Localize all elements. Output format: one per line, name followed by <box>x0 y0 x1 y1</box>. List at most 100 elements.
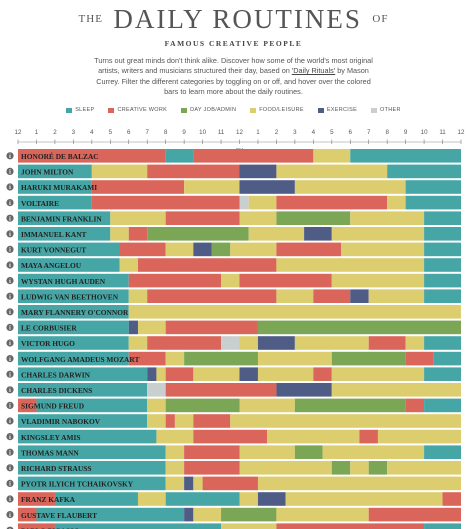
routine-segment-other[interactable] <box>221 336 240 350</box>
routine-segment-food[interactable] <box>156 429 194 444</box>
routine-segment-sleep[interactable] <box>405 195 461 210</box>
routine-segment-food[interactable] <box>193 367 240 381</box>
routine-segment-food[interactable] <box>156 367 166 381</box>
routine-segment-food[interactable] <box>239 461 332 475</box>
routine-segment-food[interactable] <box>239 211 277 225</box>
routine-segment-creative[interactable] <box>368 336 406 350</box>
routine-segment-other[interactable] <box>239 195 249 210</box>
routine-segment-food[interactable] <box>285 492 443 506</box>
info-icon[interactable]: i <box>6 308 14 316</box>
info-icon[interactable]: i <box>6 479 14 488</box>
routine-segment-food[interactable] <box>147 398 166 413</box>
routine-segment-creative[interactable] <box>91 180 185 194</box>
routine-segment-creative[interactable] <box>165 211 240 225</box>
routine-segment-food[interactable] <box>230 414 461 428</box>
routine-segment-creative[interactable] <box>18 507 37 522</box>
info-icon[interactable]: i <box>6 277 14 285</box>
info-icon[interactable]: i <box>6 464 14 472</box>
routine-segment-creative[interactable] <box>137 258 277 272</box>
routine-segment-sleep[interactable] <box>18 242 120 257</box>
routine-segment-exercise[interactable] <box>304 227 332 241</box>
routine-segment-exercise[interactable] <box>128 320 138 335</box>
routine-segment-creative[interactable] <box>18 523 55 529</box>
legend-sleep[interactable]: SLEEP <box>66 107 94 113</box>
routine-segment-food[interactable] <box>294 180 406 194</box>
info-icon[interactable]: i <box>6 448 14 457</box>
routine-segment-food[interactable] <box>128 289 148 303</box>
routine-segment-food[interactable] <box>137 492 166 506</box>
routine-segment-creative[interactable] <box>276 523 425 529</box>
routine-segment-sleep[interactable] <box>18 367 148 381</box>
info-icon[interactable]: i <box>6 152 14 160</box>
routine-segment-food[interactable] <box>405 336 425 350</box>
routine-segment-sleep[interactable] <box>18 211 111 225</box>
routine-segment-sleep[interactable] <box>424 258 461 272</box>
info-icon[interactable]: i <box>6 339 14 347</box>
legend-food[interactable]: FOOD/LEISURE <box>250 107 304 113</box>
routine-segment-creative[interactable] <box>165 383 277 397</box>
routine-segment-food[interactable] <box>322 445 425 459</box>
routine-segment-sleep[interactable] <box>18 414 148 428</box>
routine-segment-food[interactable] <box>239 445 295 459</box>
routine-segment-creative[interactable] <box>184 461 240 475</box>
routine-segment-sleep[interactable] <box>387 164 461 179</box>
routine-segment-sleep[interactable] <box>18 445 166 459</box>
routine-segment-sleep[interactable] <box>165 149 194 163</box>
routine-segment-exercise[interactable] <box>239 164 277 179</box>
routine-segment-dayjob[interactable] <box>368 461 388 475</box>
info-icon[interactable]: i <box>6 230 14 238</box>
routine-segment-food[interactable] <box>230 242 277 257</box>
routine-segment-exercise[interactable] <box>239 180 295 194</box>
routine-segment-food[interactable] <box>276 289 314 303</box>
routine-segment-sleep[interactable] <box>424 289 461 303</box>
routine-segment-creative[interactable] <box>193 429 268 444</box>
routine-segment-food[interactable] <box>257 351 332 366</box>
info-icon[interactable]: i <box>6 323 14 332</box>
routine-segment-food[interactable] <box>221 523 277 529</box>
routine-segment-food[interactable] <box>257 476 461 491</box>
info-icon[interactable]: i <box>6 417 14 425</box>
routine-segment-food[interactable] <box>147 414 166 428</box>
routine-segment-food[interactable] <box>184 180 240 194</box>
routine-segment-sleep[interactable] <box>18 305 129 319</box>
routine-segment-food[interactable] <box>267 429 360 444</box>
legend-other[interactable]: OTHER <box>371 107 401 113</box>
routine-segment-creative[interactable] <box>239 273 332 288</box>
info-icon[interactable]: i <box>6 183 14 191</box>
routine-segment-sleep[interactable] <box>18 320 129 335</box>
info-icon[interactable]: i <box>6 214 14 223</box>
routine-segment-sleep[interactable] <box>18 383 148 397</box>
routine-segment-food[interactable] <box>110 227 129 241</box>
routine-segment-creative[interactable] <box>119 242 166 257</box>
routine-segment-creative[interactable] <box>128 273 222 288</box>
routine-segment-creative[interactable] <box>147 289 277 303</box>
routine-segment-creative[interactable] <box>276 242 342 257</box>
routine-segment-sleep[interactable] <box>424 273 461 288</box>
routine-segment-food[interactable] <box>193 507 222 522</box>
routine-segment-food[interactable] <box>165 351 185 366</box>
routine-segment-creative[interactable] <box>18 398 37 413</box>
daily-rituals-link[interactable]: 'Daily Rituals' <box>291 66 336 76</box>
routine-segment-creative[interactable] <box>202 476 258 491</box>
info-icon[interactable]: i <box>6 401 14 410</box>
routine-segment-dayjob[interactable] <box>294 445 323 459</box>
routine-segment-sleep[interactable] <box>18 429 157 444</box>
routine-segment-dayjob[interactable] <box>184 351 258 366</box>
routine-segment-sleep[interactable] <box>165 492 240 506</box>
routine-segment-sleep[interactable] <box>36 398 148 413</box>
routine-segment-creative[interactable] <box>276 195 388 210</box>
routine-segment-food[interactable] <box>137 320 166 335</box>
routine-segment-exercise[interactable] <box>239 367 258 381</box>
routine-segment-sleep[interactable] <box>18 195 92 210</box>
info-icon[interactable]: i <box>6 245 14 254</box>
routine-segment-creative[interactable] <box>147 336 222 350</box>
routine-segment-food[interactable] <box>119 258 138 272</box>
routine-segment-food[interactable] <box>165 445 185 459</box>
routine-segment-food[interactable] <box>294 336 369 350</box>
routine-segment-creative[interactable] <box>405 351 434 366</box>
routine-segment-food[interactable] <box>276 258 425 272</box>
info-icon[interactable]: i <box>6 495 14 503</box>
routine-segment-creative[interactable] <box>91 195 240 210</box>
routine-segment-dayjob[interactable] <box>331 351 406 366</box>
routine-segment-food[interactable] <box>239 492 258 506</box>
